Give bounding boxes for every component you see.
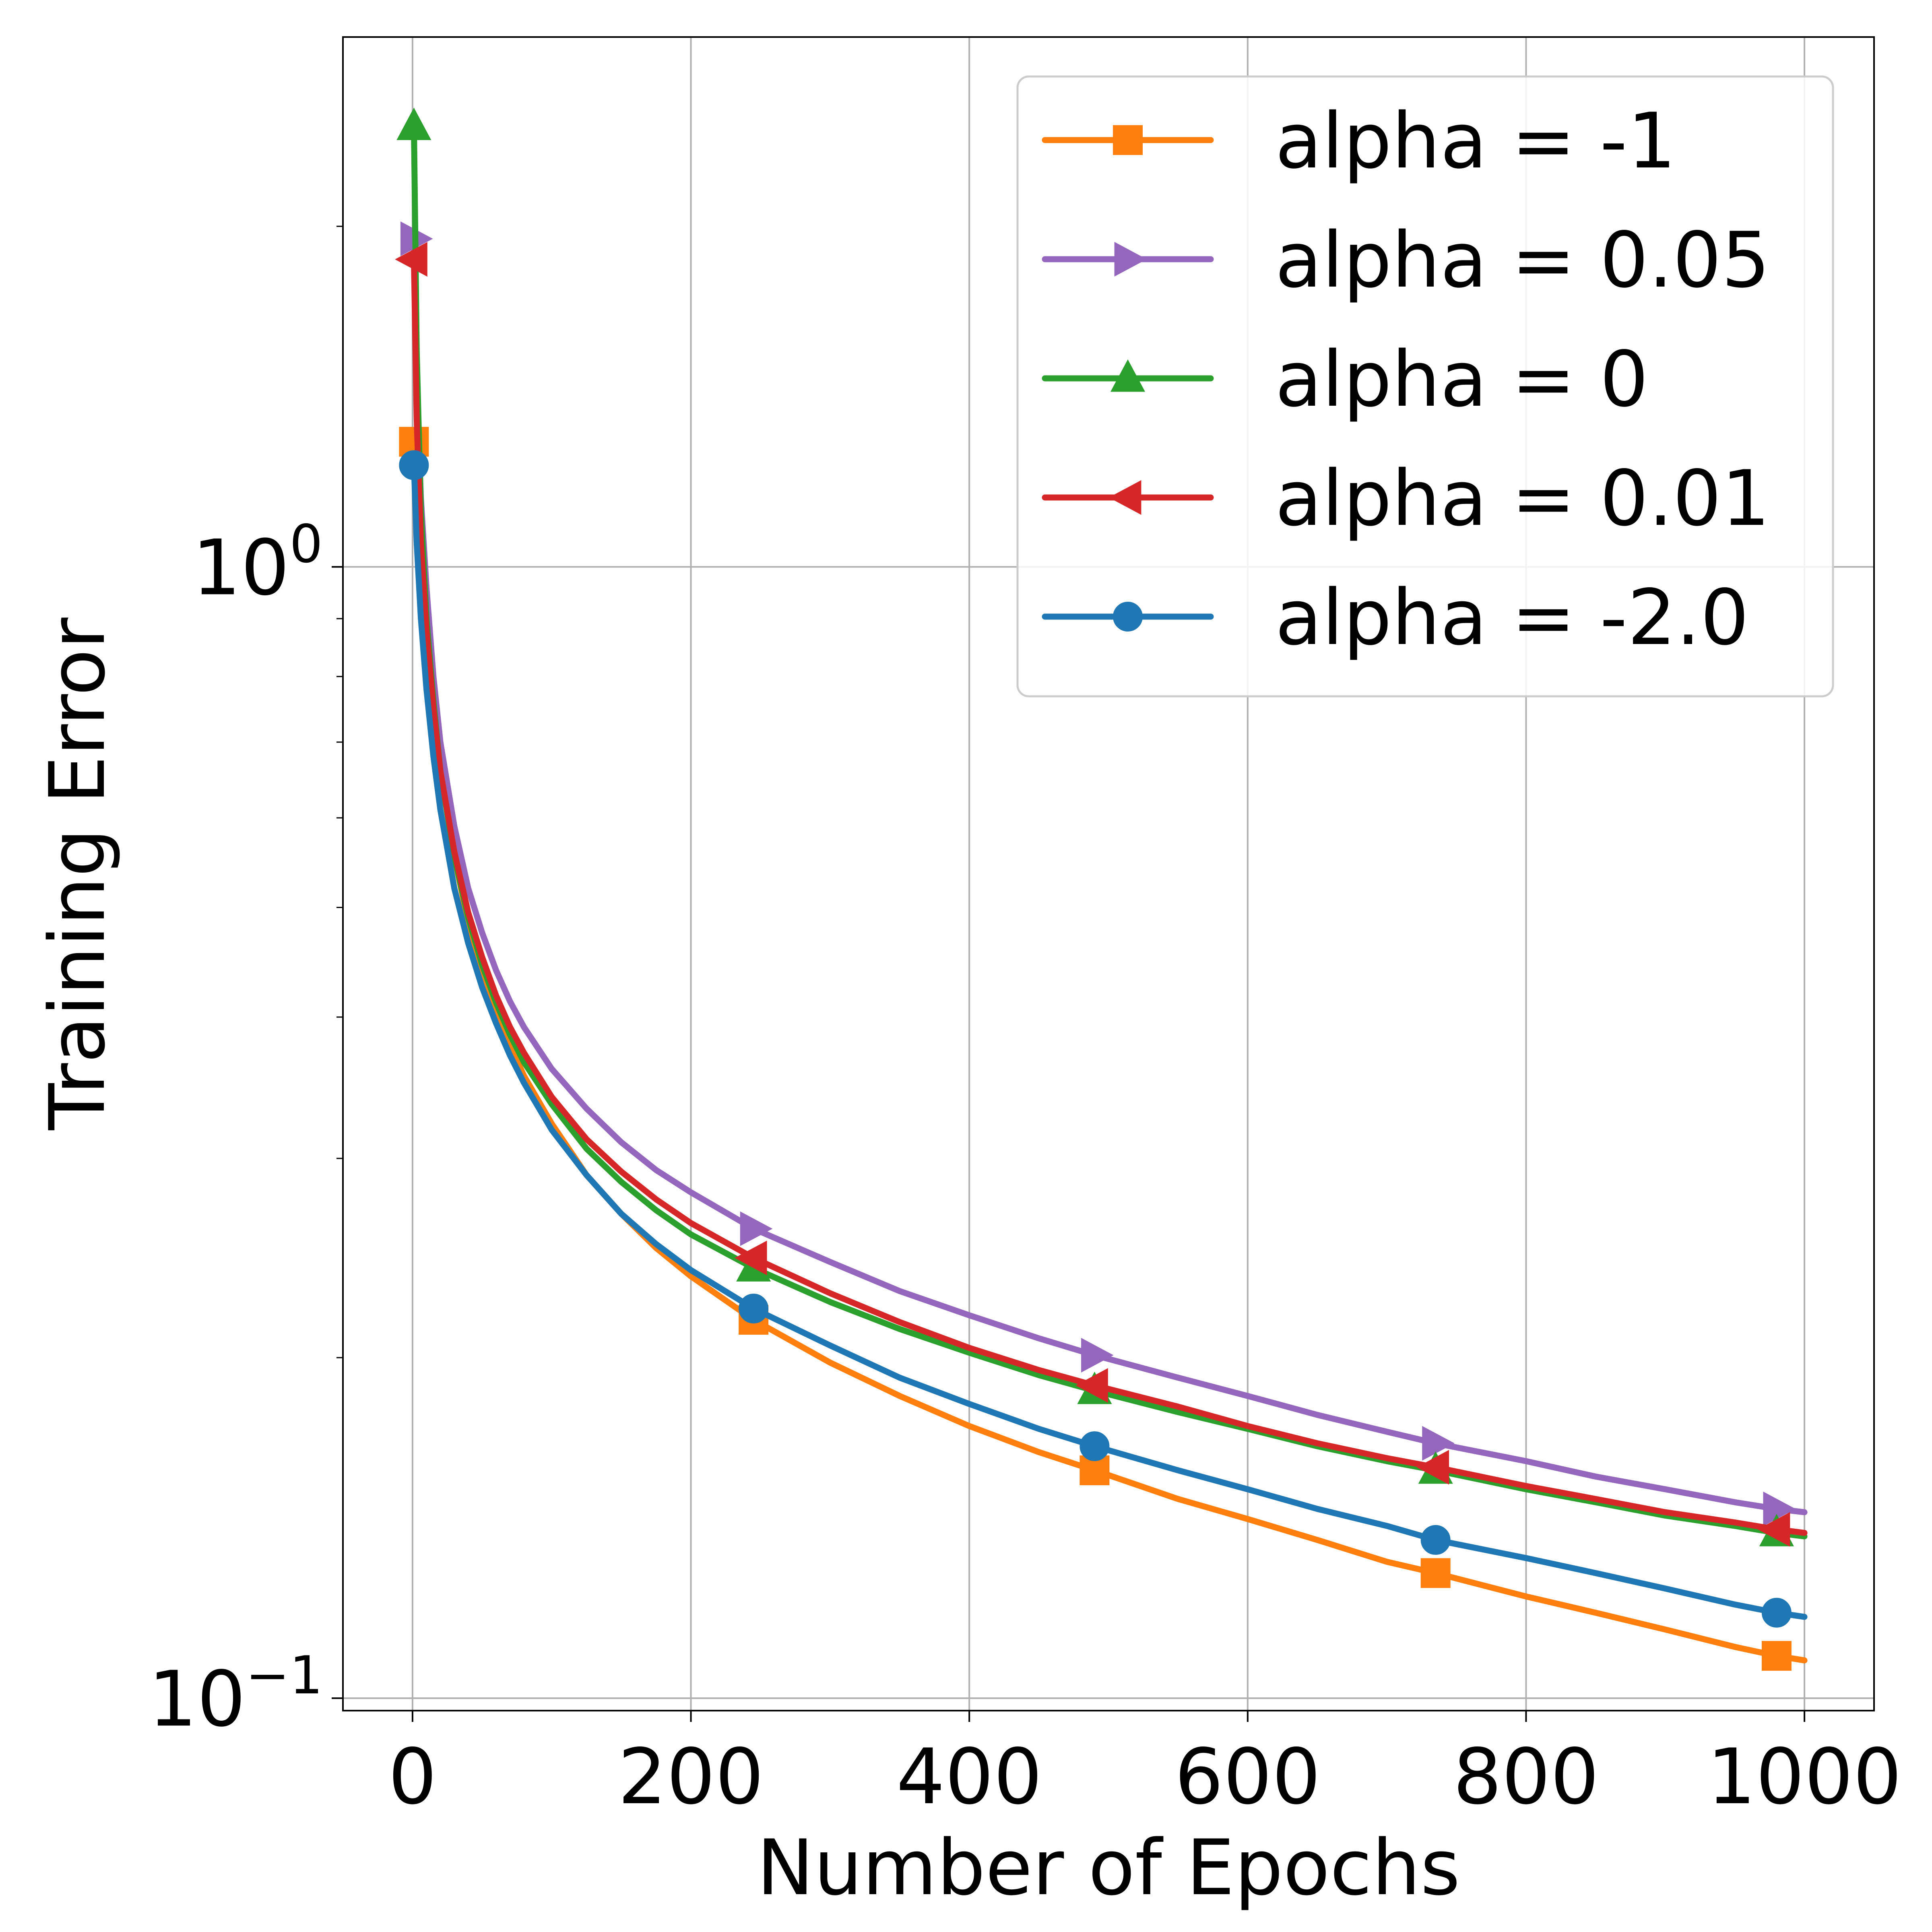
data-point-marker	[1763, 1491, 1796, 1526]
data-point-marker	[740, 1211, 773, 1246]
data-point-marker	[396, 107, 431, 140]
series-3	[395, 242, 1808, 1547]
data-point-marker	[1420, 1525, 1451, 1555]
data-point-marker	[1761, 1641, 1792, 1671]
series-line	[411, 462, 1808, 1620]
x-tick-label: 1000	[1707, 1732, 1902, 1821]
legend-marker	[1113, 602, 1143, 632]
x-tick-label: 200	[618, 1732, 764, 1821]
data-point-marker	[399, 450, 429, 480]
data-point-marker	[1757, 1512, 1790, 1547]
y-tick-label: 10−1	[149, 1645, 323, 1744]
legend-entry: alpha = 0	[1042, 335, 1649, 424]
data-point-marker	[1081, 1338, 1114, 1373]
legend-label: alpha = -2.0	[1275, 573, 1749, 662]
data-point-marker	[1420, 1558, 1451, 1588]
legend-entry: alpha = 0.05	[1042, 216, 1770, 305]
data-point-marker	[739, 1294, 769, 1324]
legend-label: alpha = 0.01	[1275, 454, 1770, 543]
legend-marker	[1114, 242, 1147, 277]
data-point-marker	[735, 1241, 767, 1276]
legend-entry: alpha = -2.0	[1042, 573, 1749, 662]
legend: alpha = -1 alpha = 0.05 alpha = 0 alpha = 0…	[1016, 75, 1834, 698]
plot-frame	[342, 36, 1875, 1711]
data-point-marker	[1075, 1368, 1108, 1403]
x-tick-label: 600	[1174, 1732, 1321, 1821]
legend-entry: alpha = 0.01	[1042, 454, 1770, 543]
data-point-marker	[1422, 1426, 1455, 1461]
data-point-marker	[1416, 1450, 1449, 1485]
x-axis-label: Number of Epochs	[757, 1823, 1460, 1912]
data-point-marker	[1761, 1598, 1792, 1628]
legend-marker	[1113, 125, 1143, 155]
series-line	[411, 235, 1808, 1515]
x-tick-label: 800	[1453, 1732, 1599, 1821]
data-point-marker	[1080, 1431, 1110, 1461]
legend-frame	[1016, 75, 1834, 698]
legend-marker	[1108, 480, 1141, 515]
legend-label: alpha = 0.05	[1275, 216, 1770, 305]
y-axis-label: Training Error	[33, 617, 122, 1131]
series-lines	[395, 107, 1808, 1671]
legend-label: alpha = -1	[1275, 97, 1676, 186]
data-point-marker	[395, 242, 427, 277]
x-tick-label: 400	[896, 1732, 1042, 1821]
axis-ticks: 0 200 400 600 800 1000 100 10−1	[149, 225, 1902, 1821]
x-tick-label: 0	[388, 1732, 437, 1821]
series-4	[399, 450, 1808, 1628]
legend-marker	[1110, 359, 1146, 392]
series-line	[411, 256, 1808, 1536]
legend-entry: alpha = -1	[1042, 97, 1676, 186]
legend-label: alpha = 0	[1275, 335, 1649, 424]
y-tick-label: 100	[192, 513, 323, 612]
